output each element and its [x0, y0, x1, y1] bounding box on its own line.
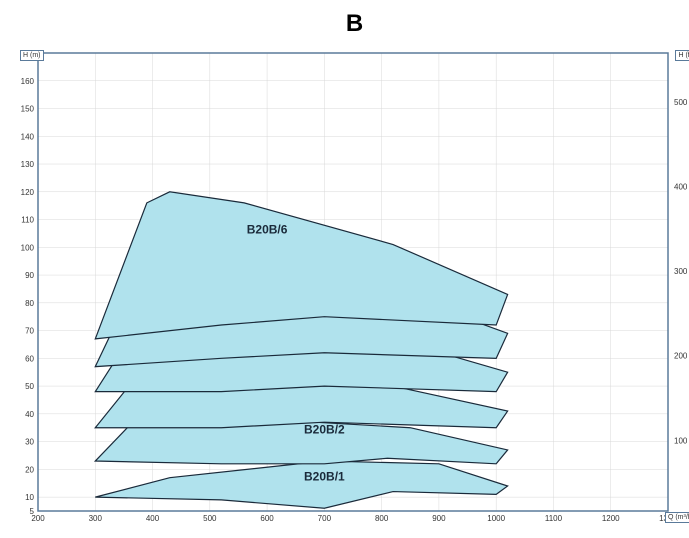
region-B20B/6 [95, 192, 507, 339]
svg-text:100: 100 [674, 436, 688, 445]
chart-title: B [10, 10, 689, 38]
svg-text:400: 400 [674, 182, 688, 191]
svg-text:20: 20 [25, 465, 34, 474]
svg-text:50: 50 [25, 382, 34, 391]
y-right-unit: H (ft) [675, 50, 689, 61]
svg-text:600: 600 [260, 514, 274, 523]
svg-text:70: 70 [25, 327, 34, 336]
svg-text:300: 300 [674, 267, 688, 276]
svg-text:900: 900 [432, 514, 446, 523]
svg-text:10: 10 [25, 493, 34, 502]
svg-text:150: 150 [21, 105, 35, 114]
svg-text:500: 500 [674, 98, 688, 107]
region-label: B20B/1 [304, 469, 345, 483]
svg-text:1000: 1000 [487, 514, 505, 523]
svg-text:1100: 1100 [545, 514, 563, 523]
svg-text:500: 500 [203, 514, 217, 523]
svg-text:30: 30 [25, 438, 34, 447]
chart-svg: 5102030405060708090100110120130140150160… [10, 43, 689, 523]
svg-text:90: 90 [25, 271, 34, 280]
svg-text:40: 40 [25, 410, 34, 419]
svg-text:130: 130 [21, 160, 35, 169]
svg-text:700: 700 [318, 514, 332, 523]
y-left-unit: H (m) [20, 50, 44, 61]
svg-text:60: 60 [25, 354, 34, 363]
svg-text:400: 400 [146, 514, 160, 523]
svg-text:110: 110 [21, 216, 34, 225]
svg-text:200: 200 [674, 352, 688, 361]
svg-text:1200: 1200 [602, 514, 620, 523]
region-B20B/1 [95, 461, 507, 508]
svg-text:300: 300 [89, 514, 103, 523]
pump-curve-chart: B H (m) H (ft) Q (m³/h) 5102030405060708… [10, 10, 689, 528]
svg-text:800: 800 [375, 514, 389, 523]
svg-text:120: 120 [21, 188, 35, 197]
svg-text:140: 140 [21, 132, 35, 141]
svg-text:80: 80 [25, 299, 34, 308]
region-label: B20B/6 [247, 222, 288, 236]
svg-text:160: 160 [21, 77, 35, 86]
svg-text:100: 100 [21, 243, 35, 252]
region-label: B20B/2 [304, 422, 345, 436]
svg-text:200: 200 [31, 514, 45, 523]
